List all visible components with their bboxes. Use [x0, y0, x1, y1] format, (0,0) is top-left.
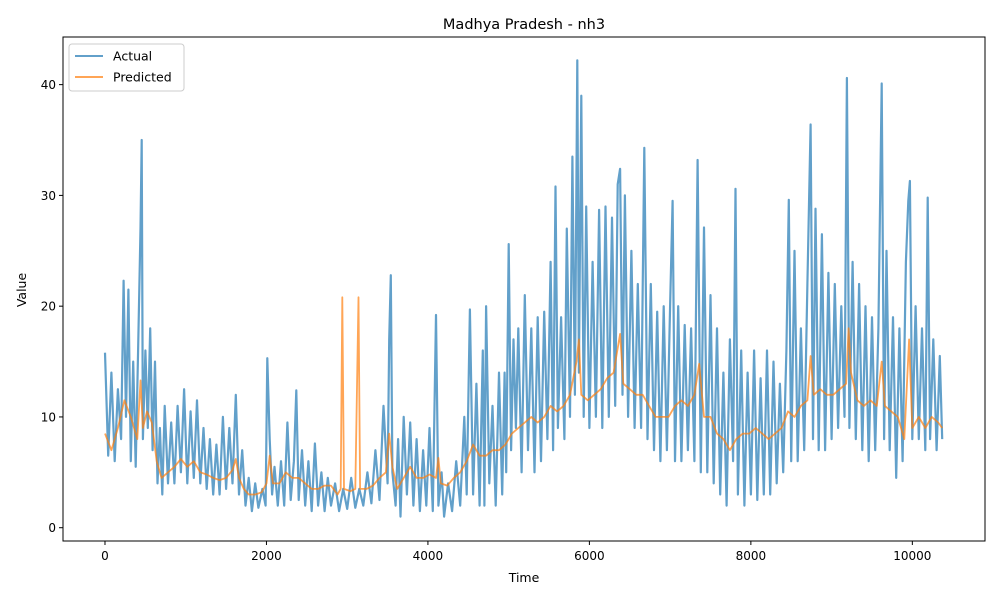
- chart-title: Madhya Pradesh - nh3: [443, 17, 605, 33]
- legend-label-actual: Actual: [113, 49, 152, 64]
- y-tick-label: 30: [41, 189, 56, 203]
- x-axis-label: Time: [508, 570, 540, 585]
- y-tick-label: 10: [41, 410, 56, 424]
- x-tick-label: 0: [101, 549, 109, 563]
- series-line-predicted: [104, 296, 943, 496]
- x-tick-label: 10000: [893, 549, 931, 563]
- x-tick-label: 2000: [251, 549, 282, 563]
- axes-frame: [62, 36, 986, 542]
- y-tick-label: 40: [41, 78, 56, 92]
- y-tick-label: 0: [48, 521, 56, 535]
- y-tick-label: 20: [41, 300, 56, 314]
- x-tick-label: 4000: [413, 549, 444, 563]
- series-line-actual: [103, 59, 944, 518]
- y-axis-label: Value: [14, 273, 29, 308]
- axes: 0 2000 4000 6000 8000 10000 0 10 20 30 40: [41, 36, 986, 563]
- legend-label-predicted: Predicted: [113, 70, 172, 85]
- plot-area: [103, 59, 944, 518]
- series-group: [103, 59, 944, 518]
- legend: Actual Predicted: [68, 43, 185, 92]
- x-tick-label: 6000: [574, 549, 605, 563]
- x-tick-label: 8000: [736, 549, 767, 563]
